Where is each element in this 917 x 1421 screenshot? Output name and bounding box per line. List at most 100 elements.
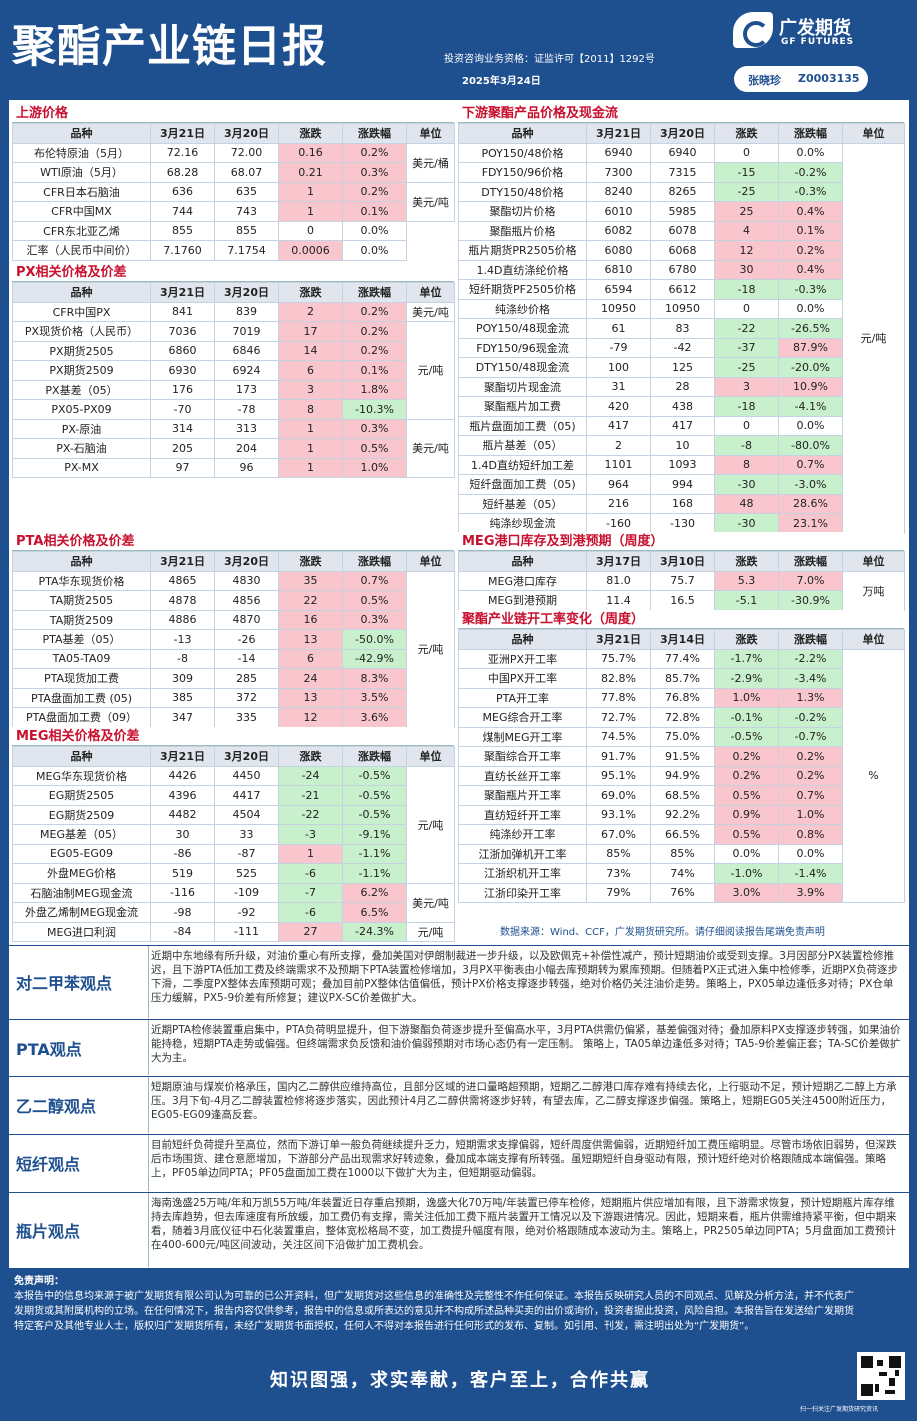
column-header: 3月20日 [214,746,279,767]
value-previous: 92.2% [650,804,715,825]
table-row: 聚酯瓶片价格 6082 6078 4 0.1% [458,220,905,241]
column-header: 品种 [458,629,587,650]
value-current: -79 [586,337,651,358]
value-current: 95.1% [586,765,651,786]
value-previous: 372 [214,687,279,708]
value-current: 964 [586,474,651,495]
change: 4 [714,220,779,241]
value-previous: -111 [214,921,279,942]
value-current: 6010 [586,201,651,222]
item-name: 江浙加弹机开工率 [458,843,587,864]
item-name: 江浙织机开工率 [458,863,587,884]
change-pct: -3.0% [778,474,843,495]
opinion-pf: 短纤观点 目前短纤负荷提升至高位，然而下游订单一般负荷继续提升乏力，短期需求支撑… [9,1134,909,1191]
value-previous: 72.00 [214,142,279,163]
change: -8 [714,435,779,456]
change: 0.5% [714,785,779,806]
item-name: 1.4D直纺涤纶价格 [458,259,587,280]
change: 6 [278,360,343,381]
item-name: 纯涤纱现金流 [458,513,587,534]
table-row: EG05-EG09 -86 -87 1 -1.1% [12,843,455,864]
unit-cell: 美元/吨 [406,418,455,478]
table-row: 瓶片基差（05） 2 10 -8 -80.0% [458,435,905,456]
value-current: 79% [586,882,651,903]
change-pct: -26.5% [778,318,843,339]
value-previous: 5985 [650,201,715,222]
item-name: FDY150/96价格 [458,162,587,183]
value-previous: 6612 [650,279,715,300]
table-row: 瓶片期货PR2505价格 6080 6068 12 0.2% [458,240,905,261]
change-pct: -42.9% [342,648,407,669]
column-header: 3月21日 [150,123,215,144]
table-row: EG期货2505 4396 4417 -21 -0.5% [12,785,455,806]
meg-table: 品种 3月21日 3月20日 涨跌 涨跌幅 单位 MEG华东现货价格 4426 4450 -24-… [12,746,455,942]
change-pct: 0.0% [778,142,843,163]
table-row: PX-MX 97 96 1 1.0% [12,457,455,478]
column-header: 涨跌 [714,629,779,650]
table-row: 汇率（人民币中间价） 7.1760 7.1754 0.0006 0.0% [12,240,455,261]
change: -0.5% [714,726,779,747]
table-row: 短纤期货PF2505价格 6594 6612 -18 -0.3% [458,279,905,300]
item-name: 聚酯综合开工率 [458,746,587,767]
item-name: 纯涤纱价格 [458,298,587,319]
change: 1 [278,181,343,202]
value-current: 7036 [150,321,215,342]
gf-logo-icon [733,12,773,48]
change: 13 [278,629,343,650]
change: -30 [714,513,779,534]
item-name: MEG华东现货价格 [12,765,151,786]
px-table: 品种 3月21日 3月20日 涨跌 涨跌幅 单位 CFR中国PX 841 839 2 0.2% 美元/… [12,282,455,478]
value-current: 417 [586,415,651,436]
value-previous: 635 [214,181,279,202]
disclaimer: 免责声明： 本报告中的信息均来源于被广发期货有限公司认为可靠的已公开资料，但广发… [14,1274,894,1334]
table-row: MEG基差（05） 30 33 -3 -9.1% [12,824,455,845]
change: 14 [278,340,343,361]
table-row: DTY150/48现金流 100 125 -25 -20.0% [458,357,905,378]
table-row: MEG港口库存 81.0 75.7 5.3 7.0% 万吨 [458,570,905,611]
value-previous: -14 [214,648,279,669]
item-name: 1.4D直纺短纤加工差 [458,454,587,475]
change: 35 [278,570,343,591]
column-header: 3月21日 [150,746,215,767]
column-header: 涨跌幅 [342,123,407,144]
table-row: 1.4D直纺涤纶价格 6810 6780 30 0.4% [458,259,905,280]
qr-caption: 扫一扫关注广发期货研究资讯 [800,1406,879,1413]
item-name: 布伦特原油（5月） [12,142,151,163]
change-pct: 0.2% [342,340,407,361]
author-badge: 张晓珍 Z0003135 [734,66,868,92]
column-header: 单位 [406,551,455,572]
column-header: 涨跌幅 [778,123,843,144]
value-previous: 994 [650,474,715,495]
change-pct: -10.3% [342,399,407,420]
value-current: 82.8% [586,668,651,689]
item-name: PX期货2505 [12,340,151,361]
column-header: 涨跌 [278,746,343,767]
value-previous: 8265 [650,181,715,202]
table-header-row: 品种 3月21日 3月20日 涨跌 涨跌幅 单位 [12,746,455,767]
value-current: 6860 [150,340,215,361]
value-previous: -42 [650,337,715,358]
change-pct: -0.7% [778,726,843,747]
gf-logo: 广发期货 GF FUTURES [733,12,903,52]
table-row: FDY150/96现金流 -79 -42 -37 87.9% [458,337,905,358]
change: -0.1% [714,707,779,728]
item-name: MEG基差（05） [12,824,151,845]
item-name: EG05-EG09 [12,843,151,864]
change-pct: 0.0% [778,298,843,319]
table-header-row: 品种 3月21日 3月20日 涨跌 涨跌幅 单位 [458,123,905,144]
value-previous: 525 [214,863,279,884]
table-row: 短纤盘面加工费（05) 964 994 -30 -3.0% [458,474,905,495]
value-current: -84 [150,921,215,942]
change-pct: -1.1% [342,863,407,884]
value-current: 841 [150,301,215,322]
column-header: 3月14日 [650,629,715,650]
value-current: 11.4 [586,590,651,611]
table-row: 江浙加弹机开工率 85% 85% 0.0% 0.0% [458,843,905,864]
table-row: 江浙织机开工率 73% 74% -1.0% -1.4% [458,863,905,884]
rates-table: 品种 3月21日 3月14日 涨跌 涨跌幅 单位 亚洲PX开工率 75.7% 77.4% -1.7… [458,629,905,903]
qr-code-icon [857,1352,905,1400]
opinion-pta: PTA观点 近期PTA检修装置重启集中，PTA负荷明显提升，但下游聚酯负荷逐步提… [9,1019,909,1075]
item-name: 聚酯瓶片价格 [458,220,587,241]
report-header: 聚酯产业链日报 投资咨询业务资格：证监许可【2011】1292号 2025年3月… [0,0,917,98]
table-row: TA05-TA09 -8 -14 6 -42.9% [12,648,455,669]
